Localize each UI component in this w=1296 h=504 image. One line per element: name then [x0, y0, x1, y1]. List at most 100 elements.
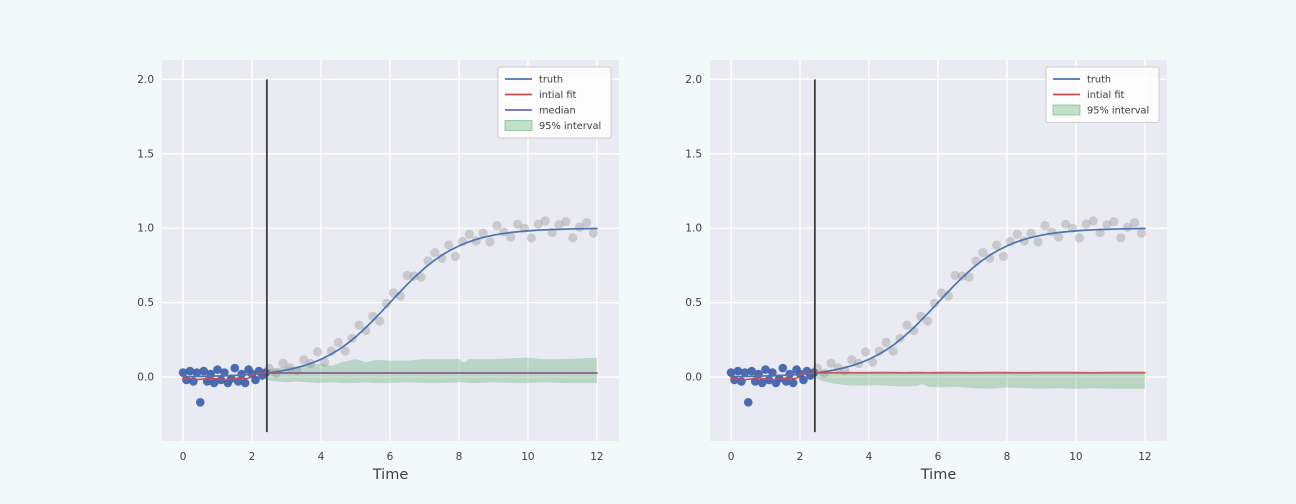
- x-tick-label: 2: [249, 451, 256, 463]
- legend-box: [1045, 66, 1160, 123]
- x-tick-label: 12: [590, 451, 603, 463]
- legend-entry: truth: [1053, 75, 1111, 86]
- data-point: [230, 363, 240, 373]
- data-point: [492, 221, 502, 231]
- data-point: [1129, 218, 1140, 228]
- data-point: [1102, 220, 1112, 230]
- y-tick-label: 2.0: [137, 74, 154, 86]
- data-point: [757, 378, 767, 388]
- y-tick-label: 1.5: [137, 148, 154, 160]
- legend-entry: 95% interval: [504, 120, 601, 132]
- data-point: [237, 369, 246, 379]
- x-tick-label: 10: [521, 451, 534, 463]
- data-point: [743, 398, 753, 407]
- data-point: [554, 220, 564, 230]
- data-point: [450, 251, 461, 262]
- data-point: [964, 272, 974, 282]
- data-point: [195, 398, 205, 407]
- data-point: [1081, 219, 1091, 229]
- data-point: [1136, 228, 1147, 238]
- x-axis-label: Time: [372, 467, 409, 483]
- legend-entry: truth: [505, 75, 563, 86]
- data-point: [185, 366, 195, 376]
- data-point: [998, 251, 1009, 262]
- legend-label: truth: [539, 75, 563, 86]
- data-point: [333, 337, 343, 348]
- data-point: [971, 256, 981, 266]
- data-point: [588, 228, 599, 238]
- data-point: [785, 369, 794, 379]
- data-point: [381, 298, 392, 308]
- data-point: [251, 375, 260, 385]
- data-point: [799, 375, 808, 385]
- data-point: [220, 368, 229, 377]
- data-point: [1088, 216, 1098, 226]
- legend-entry: median: [505, 106, 576, 117]
- legend-label: intial fit: [1087, 90, 1125, 101]
- legend-label: 95% interval: [539, 121, 601, 132]
- x-tick-label: 4: [318, 451, 325, 463]
- data-point: [478, 228, 488, 238]
- data-point: [464, 229, 474, 239]
- data-point: [402, 270, 412, 281]
- data-point: [423, 256, 433, 266]
- data-point: [561, 217, 571, 227]
- data-point: [526, 233, 536, 243]
- data-point: [847, 355, 857, 365]
- data-point: [568, 233, 578, 243]
- x-tick-label: 12: [1138, 451, 1151, 463]
- data-point: [375, 316, 385, 326]
- data-point: [768, 368, 777, 377]
- left-subplot: 0 2 4 6 8 10 12 0.0 0.5 1.0 1.5 2.0 Time truth intial …: [137, 60, 619, 483]
- data-point: [1026, 228, 1036, 238]
- x-tick-label: 8: [1004, 451, 1011, 463]
- data-point: [1033, 237, 1043, 247]
- intial-fit-line: [182, 372, 598, 381]
- data-point: [1116, 233, 1126, 243]
- y-tick-label: 2.0: [685, 74, 702, 86]
- x-tick-label: 0: [180, 451, 187, 463]
- data-point: [923, 316, 933, 326]
- legend-patch-sample: [504, 120, 533, 131]
- data-point: [506, 232, 516, 242]
- data-point: [788, 378, 798, 388]
- y-tick-label: 0.0: [685, 372, 702, 384]
- x-tick-label: 6: [387, 451, 394, 463]
- x-tick-label: 6: [935, 451, 942, 463]
- data-point: [485, 237, 495, 247]
- data-point: [730, 375, 739, 385]
- x-tick-label: 0: [728, 451, 735, 463]
- data-point: [240, 378, 250, 388]
- data-point: [361, 325, 371, 336]
- data-point: [278, 358, 288, 368]
- right-subplot: 0 2 4 6 8 10 12 0.0 0.5 1.0 1.5 2.0 Time truth intial …: [685, 60, 1167, 483]
- data-point: [209, 378, 219, 388]
- data-point: [312, 347, 323, 357]
- y-tick-label: 1.0: [685, 223, 702, 235]
- legend-label: 95% interval: [1087, 106, 1149, 117]
- data-point: [1109, 217, 1119, 227]
- data-point: [957, 271, 967, 281]
- data-point: [299, 355, 309, 365]
- x-tick-label: 8: [456, 451, 463, 463]
- data-point: [444, 240, 454, 250]
- x-tick-label: 2: [797, 451, 804, 463]
- legend: truth intial fit 95% interval: [1045, 66, 1160, 123]
- data-point: [581, 218, 592, 228]
- legend: truth intial fit median 95% interval: [497, 66, 612, 139]
- data-point: [929, 298, 940, 308]
- y-tick-label: 0.5: [685, 297, 702, 309]
- legend-patch-sample: [1052, 104, 1081, 116]
- data-point: [867, 357, 878, 367]
- data-point: [354, 320, 364, 330]
- data-point: [409, 271, 419, 281]
- data-point: [733, 366, 743, 376]
- data-point: [192, 368, 202, 377]
- data-point: [902, 320, 912, 330]
- data-point: [199, 366, 209, 376]
- legend-entry: intial fit: [505, 90, 577, 101]
- data-point: [340, 346, 350, 356]
- legend-label: truth: [1087, 75, 1111, 86]
- data-point: [213, 365, 222, 374]
